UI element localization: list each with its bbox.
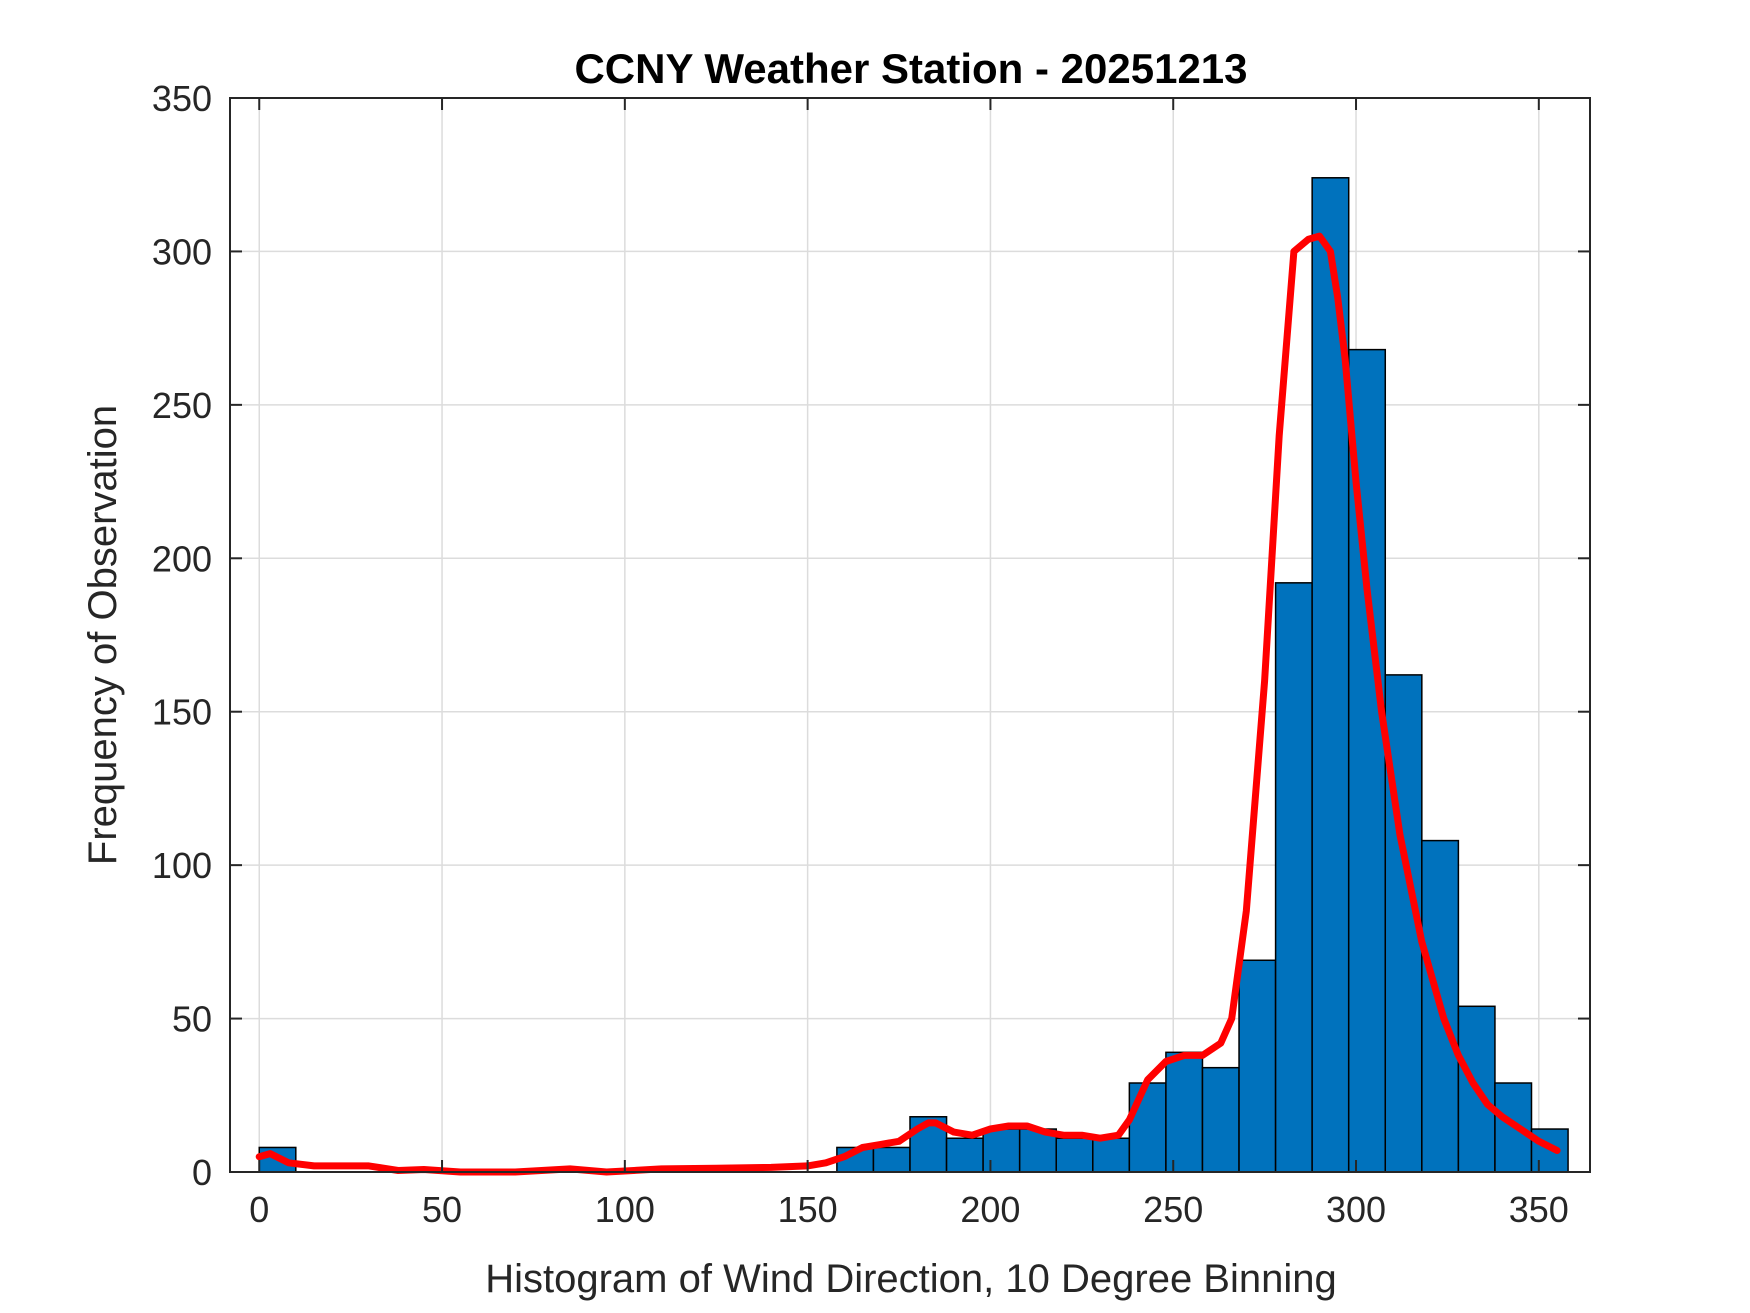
x-axis-label: Histogram of Wind Direction, 10 Degree B… (485, 1257, 1337, 1301)
chart-title: CCNY Weather Station - 20251213 (574, 45, 1247, 92)
y-axis-label: Frequency of Observation (81, 405, 125, 865)
histogram-bar (982, 1128, 1021, 1173)
x-tick-label: 50 (422, 1189, 462, 1230)
x-tick-label: 250 (1143, 1189, 1203, 1230)
x-tick-labels: 0 50 100 150 200 250 300 350 (249, 1189, 1569, 1230)
histogram-bar (1055, 1137, 1094, 1173)
x-tick-label: 200 (960, 1189, 1020, 1230)
y-tick-label: 300 (152, 231, 212, 272)
axes-box (229, 97, 1591, 1173)
histogram-bar (1092, 1137, 1131, 1173)
y-tick-label: 200 (152, 538, 212, 579)
x-tick-label: 350 (1509, 1189, 1569, 1230)
fit-curve-line (255, 232, 1561, 1176)
y-tick-label: 0 (192, 1152, 212, 1193)
tick-marks (230, 97, 1590, 1173)
x-tick-label: 0 (249, 1189, 269, 1230)
histogram-bar (1274, 582, 1313, 1173)
histogram-bar (872, 1146, 911, 1173)
y-tick-label: 150 (152, 692, 212, 733)
y-tick-label: 50 (172, 999, 212, 1040)
histogram-bar (1238, 959, 1277, 1173)
histogram-bar (1165, 1051, 1204, 1173)
histogram-bar (1201, 1066, 1240, 1173)
y-tick-label: 350 (152, 78, 212, 119)
x-tick-label: 300 (1326, 1189, 1386, 1230)
fit-curve-group (255, 232, 1561, 1176)
x-tick-label: 150 (778, 1189, 838, 1230)
histogram-bar (945, 1137, 984, 1173)
histogram-bar (1128, 1082, 1167, 1173)
y-tick-label: 100 (152, 845, 212, 886)
y-tick-labels: 0 50 100 150 200 250 300 350 (152, 78, 212, 1193)
y-tick-label: 250 (152, 385, 212, 426)
x-tick-label: 100 (595, 1189, 655, 1230)
